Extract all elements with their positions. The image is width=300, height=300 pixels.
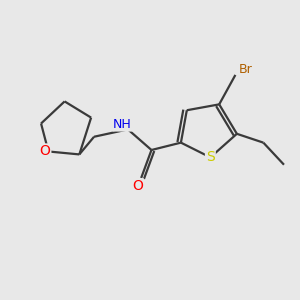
Text: NH: NH — [113, 118, 132, 130]
Text: O: O — [39, 145, 50, 158]
Text: O: O — [132, 179, 143, 193]
Text: S: S — [206, 150, 215, 164]
Text: Br: Br — [239, 63, 253, 76]
